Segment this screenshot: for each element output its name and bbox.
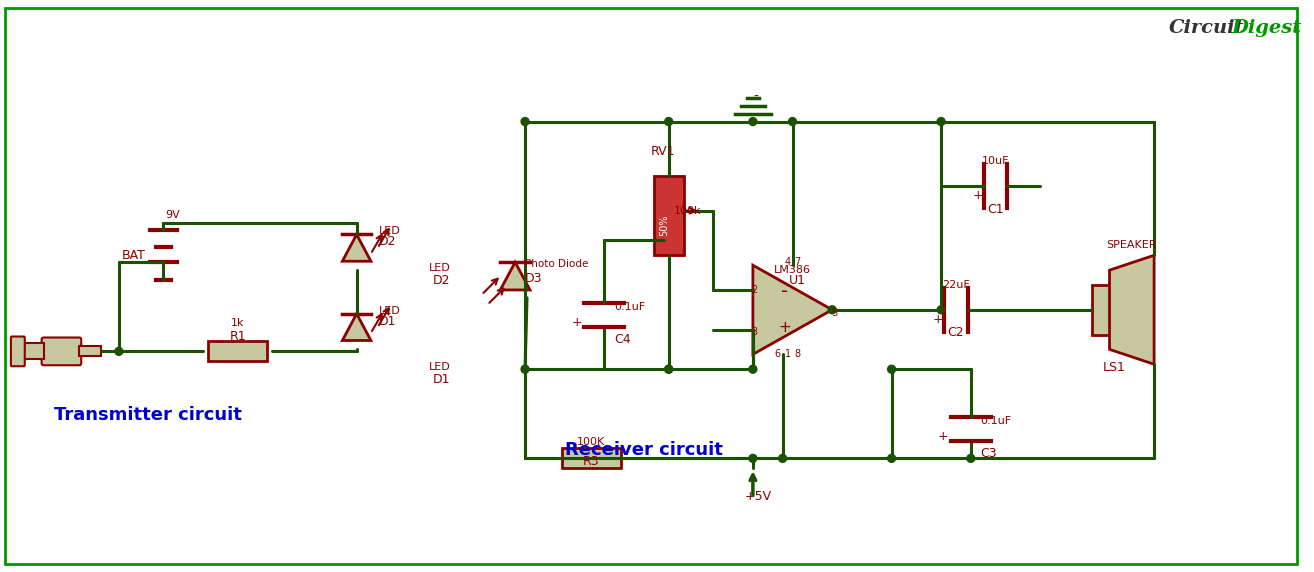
Text: Digest: Digest — [1231, 19, 1302, 37]
FancyBboxPatch shape — [654, 176, 683, 255]
Text: R1: R1 — [230, 329, 246, 343]
Text: R3: R3 — [583, 455, 599, 468]
FancyBboxPatch shape — [5, 7, 1297, 565]
Text: 10uF: 10uF — [982, 156, 1009, 166]
FancyBboxPatch shape — [208, 341, 268, 362]
Text: D2: D2 — [378, 235, 396, 248]
Text: Receiver circuit: Receiver circuit — [565, 440, 723, 459]
Text: +5V: +5V — [744, 490, 771, 503]
Text: LED: LED — [428, 263, 451, 273]
Circle shape — [888, 454, 896, 462]
Text: Photo Diode: Photo Diode — [526, 259, 589, 269]
Text: 5: 5 — [830, 308, 837, 318]
Text: +: + — [972, 189, 983, 202]
Circle shape — [665, 366, 673, 373]
Text: 100k: 100k — [674, 206, 702, 216]
Text: 1: 1 — [784, 349, 791, 359]
Text: LED: LED — [378, 305, 401, 316]
Text: 6: 6 — [774, 349, 781, 359]
Text: BAT: BAT — [122, 249, 146, 262]
Text: +: + — [938, 430, 949, 443]
Text: 2: 2 — [752, 285, 758, 295]
Text: 1k: 1k — [231, 317, 244, 328]
Text: -: - — [781, 283, 788, 301]
FancyBboxPatch shape — [24, 343, 43, 359]
Polygon shape — [753, 265, 832, 355]
Text: RV1: RV1 — [650, 145, 675, 158]
Text: 22uF: 22uF — [942, 280, 970, 290]
Text: 50%: 50% — [658, 215, 669, 236]
Circle shape — [788, 118, 796, 125]
Circle shape — [522, 118, 530, 125]
Text: 4: 4 — [784, 257, 791, 267]
Text: Circuit: Circuit — [1169, 19, 1244, 37]
Polygon shape — [343, 313, 371, 340]
FancyBboxPatch shape — [79, 347, 101, 356]
Circle shape — [828, 306, 836, 313]
FancyBboxPatch shape — [11, 336, 25, 366]
FancyBboxPatch shape — [42, 337, 81, 366]
Text: D1: D1 — [434, 372, 451, 386]
Circle shape — [749, 118, 757, 125]
Text: 0.1uF: 0.1uF — [614, 302, 645, 312]
Circle shape — [937, 118, 945, 125]
Circle shape — [888, 366, 896, 373]
Text: 0.1uF: 0.1uF — [980, 416, 1012, 426]
Polygon shape — [1109, 255, 1154, 364]
Text: 9V: 9V — [166, 210, 180, 220]
Text: 8: 8 — [795, 349, 800, 359]
Text: SPEAKER: SPEAKER — [1106, 240, 1156, 251]
Text: +: + — [572, 316, 582, 329]
Text: LM386: LM386 — [774, 265, 811, 275]
Text: LS1: LS1 — [1102, 361, 1126, 374]
Text: C2: C2 — [947, 327, 964, 340]
Text: U1: U1 — [788, 273, 805, 287]
Text: D3: D3 — [526, 272, 543, 285]
Text: LED: LED — [428, 362, 451, 372]
Text: C4: C4 — [614, 333, 631, 346]
Text: +: + — [778, 320, 791, 335]
Circle shape — [749, 454, 757, 462]
Text: D2: D2 — [434, 273, 451, 287]
Circle shape — [114, 347, 122, 355]
Circle shape — [937, 306, 945, 313]
Text: -: - — [753, 90, 758, 104]
Text: C1: C1 — [987, 202, 1004, 216]
Text: D1: D1 — [378, 315, 396, 328]
Text: 100K: 100K — [577, 436, 606, 447]
Polygon shape — [501, 262, 530, 290]
Text: C3: C3 — [980, 447, 997, 460]
Text: +: + — [933, 313, 943, 326]
FancyBboxPatch shape — [561, 448, 622, 468]
Text: 3: 3 — [752, 327, 758, 336]
Circle shape — [665, 366, 673, 373]
Text: LED: LED — [378, 227, 401, 236]
Text: Transmitter circuit: Transmitter circuit — [54, 406, 242, 424]
FancyBboxPatch shape — [1092, 285, 1109, 335]
Polygon shape — [343, 235, 371, 261]
Circle shape — [779, 454, 787, 462]
Circle shape — [967, 454, 975, 462]
Circle shape — [665, 118, 673, 125]
Text: 7: 7 — [795, 257, 800, 267]
Circle shape — [749, 366, 757, 373]
Circle shape — [522, 366, 530, 373]
